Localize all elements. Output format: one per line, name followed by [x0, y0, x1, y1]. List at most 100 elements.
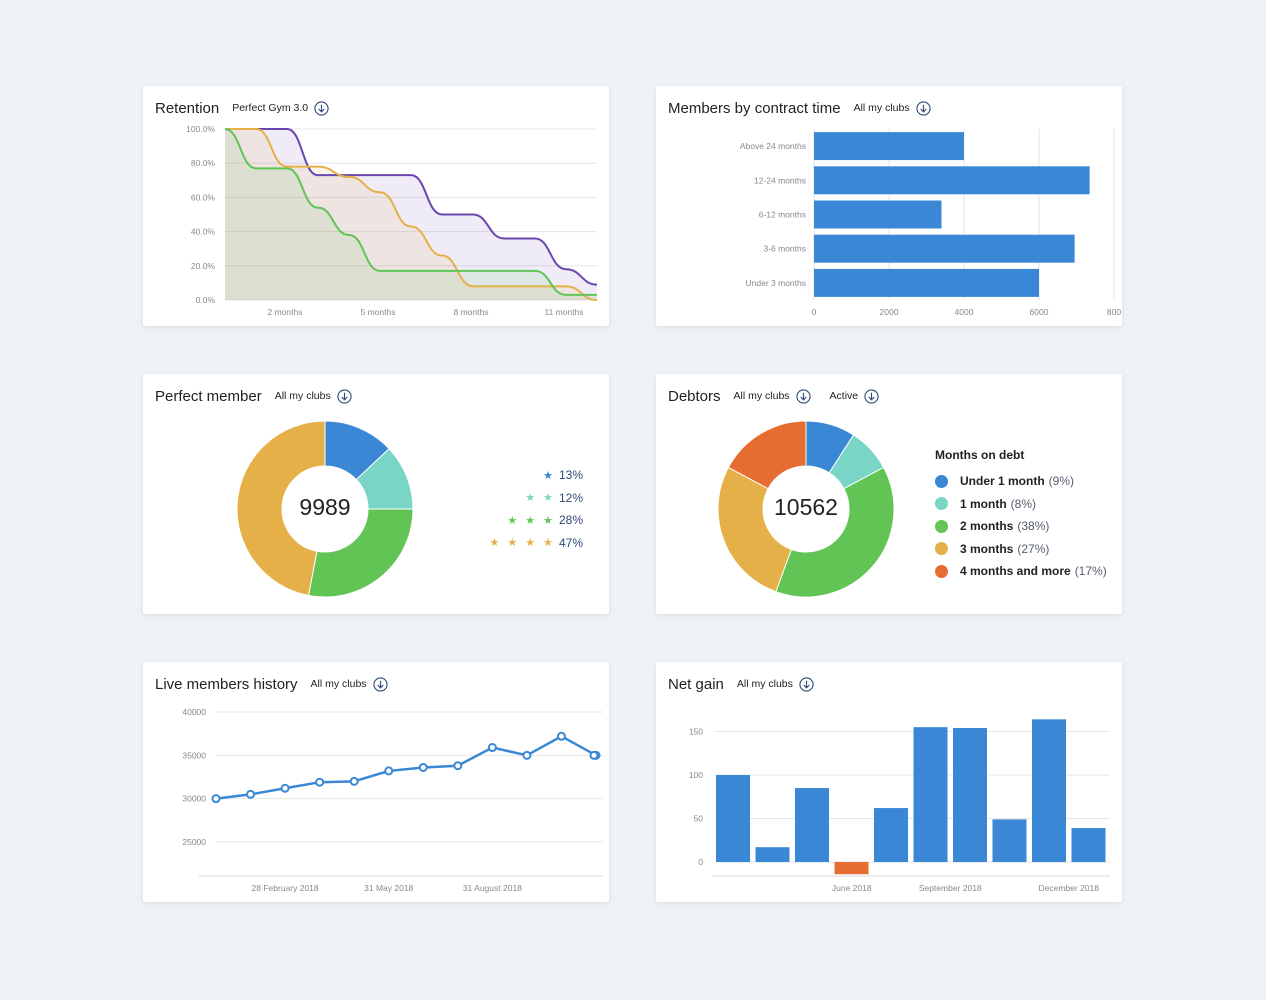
bar [913, 727, 948, 862]
download-circle-icon[interactable] [795, 388, 811, 404]
y-tick-label: Under 3 months [746, 278, 806, 288]
y-tick-label: 60.0% [191, 192, 216, 202]
legend-item: 3 months (27%) [935, 538, 1107, 561]
download-circle-icon[interactable] [314, 100, 329, 116]
retention-card: Retention Perfect Gym 3.0 100.0% 80.0% 60.… [143, 86, 609, 326]
download-circle-icon[interactable] [915, 100, 931, 116]
donut-center-value: 9989 [299, 494, 351, 520]
download-circle-icon[interactable] [799, 676, 814, 692]
card-title: Net gain [668, 675, 724, 693]
retention-chart: 100.0% 80.0% 60.0% 40.0% 20.0% 0.0% 2 months 5 … [186, 124, 598, 317]
star-icon: ★ [543, 537, 553, 550]
bar [814, 132, 964, 161]
download-circle-icon[interactable] [864, 388, 879, 404]
x-tick-label: 0 [812, 307, 817, 317]
star-legend: ★ 13% ★ ★ 12% ★ ★ ★ 28% ★ ★ ★ ★ 47% [473, 464, 584, 554]
filter-label: All my clubs [736, 678, 793, 690]
x-tick-label: 5 months [361, 307, 396, 317]
x-tick-label: December 2018 [1039, 883, 1100, 893]
y-tick-label: 35000 [182, 750, 206, 760]
pie-slice [775, 466, 895, 598]
star-icon: ★ [489, 537, 500, 550]
card-header: Live members history All my clubs [155, 674, 388, 694]
live-members-card: Live members history All my clubs 40000 3… [143, 662, 609, 902]
card-header: Net gain All my clubs [668, 674, 814, 694]
club-filter[interactable]: All my clubs [734, 388, 811, 404]
star-legend-row: ★ ★ 12% [473, 487, 583, 510]
y-tick-label: 100 [689, 770, 703, 780]
bar [1071, 828, 1106, 862]
y-tick-label: 20.0% [191, 261, 216, 271]
y-tick-label: 3-6 months [763, 244, 806, 254]
card-title: Live members history [155, 675, 298, 693]
legend-label: 4 months and more [960, 564, 1071, 579]
y-tick-label: 150 [689, 727, 703, 737]
legend-label: 3 months [960, 541, 1014, 556]
legend-percent: 12% [559, 490, 584, 505]
bar [874, 808, 908, 862]
star-icon: ★ [525, 492, 536, 505]
download-circle-icon[interactable] [337, 388, 352, 404]
card-title: Members by contract time [668, 99, 841, 117]
series-area [225, 129, 597, 300]
bar [834, 862, 869, 875]
series-area [225, 129, 597, 300]
x-tick-label: 31 August 2018 [463, 883, 522, 893]
filter-label: Active [829, 390, 859, 402]
bar [716, 775, 750, 862]
series-area [225, 129, 597, 300]
y-tick-label: 40.0% [191, 227, 216, 237]
star-icon: ★ [543, 514, 553, 527]
debt-legend: Months on debt Under 1 month (9%) 1 month (8… [935, 448, 1107, 583]
pie-slice [236, 420, 326, 597]
y-tick-label: 0.0% [196, 295, 216, 305]
legend-label: Under 1 month [960, 474, 1045, 489]
legend-percent: 13% [559, 468, 584, 483]
x-tick-label: September 2018 [919, 883, 982, 893]
bar [953, 728, 987, 862]
net-gain-card: Net gain All my clubs 150 100 50 0 June 2018… [656, 662, 1122, 902]
club-filter[interactable]: All my clubs [274, 388, 352, 404]
legend-dot [935, 542, 948, 556]
club-filter[interactable]: All my clubs [854, 100, 931, 116]
card-header: Retention Perfect Gym 3.0 [155, 98, 329, 118]
x-tick-label: 800 [1107, 307, 1121, 317]
legend-dot [935, 497, 948, 511]
x-tick-label: 4000 [955, 307, 974, 317]
filter-label: All my clubs [274, 390, 331, 402]
data-point [418, 762, 428, 772]
data-point [280, 783, 290, 793]
club-filter[interactable]: Perfect Gym 3.0 [232, 100, 329, 116]
star-legend-row: ★ 13% [473, 464, 583, 487]
data-point [522, 750, 532, 760]
series-line [215, 734, 597, 800]
club-filter[interactable]: All my clubs [736, 676, 814, 692]
card-header: Members by contract time All my clubs [668, 98, 931, 118]
data-point [453, 761, 463, 771]
club-filter[interactable]: All my clubs [311, 676, 388, 692]
contract-card: Members by contract time All my clubs 0 2… [656, 86, 1122, 326]
y-tick-label: 30000 [182, 794, 206, 804]
status-filter[interactable]: Active [829, 388, 880, 404]
card-title: Retention [155, 99, 220, 117]
net-gain-chart: 150 100 50 0 June 2018 September 2018 December… [689, 719, 1110, 893]
data-point [246, 789, 256, 799]
series-line-yellow [224, 128, 598, 301]
download-circle-icon[interactable] [372, 676, 388, 692]
legend-percent: 28% [559, 513, 584, 528]
legend-percent: 47% [559, 535, 584, 550]
bar [814, 234, 1075, 263]
legend-label: 2 months [960, 519, 1014, 534]
data-point [315, 777, 325, 787]
data-point [384, 766, 394, 776]
x-tick-label: June 2018 [832, 883, 872, 893]
pie-slice [717, 466, 792, 593]
y-tick-label: 100.0% [186, 124, 215, 134]
star-icon: ★ [543, 469, 553, 482]
series-line-green [224, 128, 597, 296]
pie-slice [307, 508, 414, 598]
legend-percent: (9%) [1048, 474, 1075, 489]
pie-slice [727, 420, 807, 490]
y-tick-label: 25000 [182, 837, 206, 847]
legend-percent: (38%) [1017, 519, 1050, 534]
